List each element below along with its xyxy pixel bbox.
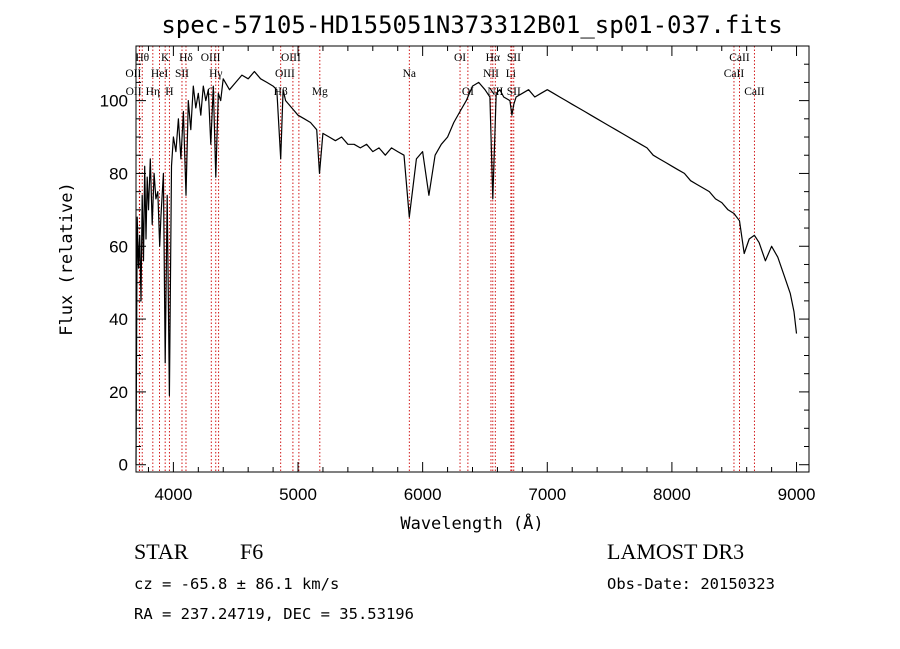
obs-date: Obs-Date: 20150323 <box>607 575 775 593</box>
line-label: OII <box>125 68 141 80</box>
line-label: Hβ <box>274 86 288 98</box>
y-tick-label: 100 <box>100 92 128 111</box>
line-label: OIII <box>275 68 295 80</box>
y-tick-label: 20 <box>109 383 128 402</box>
x-tick-label: 8000 <box>653 485 691 504</box>
coordinates: RA = 237.24719, DEC = 35.53196 <box>134 605 414 623</box>
survey-name: LAMOST DR3 <box>607 539 744 564</box>
line-label: SII <box>175 68 189 80</box>
line-label: SII <box>507 52 521 64</box>
velocity: cz = -65.8 ± 86.1 km/s <box>134 575 339 593</box>
line-markers <box>138 46 755 472</box>
line-label: OIII <box>201 52 221 64</box>
subclass: F6 <box>240 539 263 564</box>
y-tick-label: 40 <box>109 310 128 329</box>
spectrum-line <box>135 70 798 465</box>
x-tick-label: 7000 <box>528 485 566 504</box>
y-tick-label: 60 <box>109 237 128 256</box>
x-tick-label: 5000 <box>279 485 317 504</box>
line-label: Na <box>403 68 416 80</box>
y-axis-label: Flux (relative) <box>57 182 77 336</box>
line-label: Hδ <box>179 52 193 64</box>
line-label: OIII <box>281 52 301 64</box>
line-label: Hη <box>146 86 160 98</box>
line-label: Hγ <box>209 68 222 80</box>
line-label: CaII <box>744 86 765 98</box>
line-label: OII <box>126 86 142 98</box>
x-axis-label: Wavelength (Å) <box>400 512 543 534</box>
line-marker-labels: Hθ OII OII K HeI Hη H Hδ SII OIII Hγ G OIII OIII Hβ Mg N… <box>125 52 764 98</box>
x-tick-label: 4000 <box>154 485 192 504</box>
line-label: OI <box>454 52 466 64</box>
line-label: Li <box>506 68 516 80</box>
line-label: Mg <box>312 86 328 98</box>
y-tick-label: 80 <box>109 164 128 183</box>
line-label: Hα <box>486 52 500 64</box>
x-tick-label: 6000 <box>404 485 442 504</box>
line-label: SII <box>507 86 521 98</box>
x-axis-ticks: 4000 5000 6000 7000 8000 9000 <box>147 46 816 504</box>
line-label: NII <box>487 86 503 98</box>
object-type: STAR <box>134 539 189 564</box>
plot-frame <box>135 45 810 473</box>
x-tick-label: 9000 <box>778 485 816 504</box>
line-label: NII <box>483 68 499 80</box>
y-axis-ticks: 0 20 40 60 80 100 <box>100 63 809 475</box>
chart-title: spec-57105-HD155051N373312B01_sp01-037.f… <box>161 11 782 39</box>
line-label: H <box>165 86 173 98</box>
line-label: HeI <box>151 68 168 80</box>
line-label: G <box>207 86 215 98</box>
y-tick-label: 0 <box>119 456 128 475</box>
line-label: Hθ <box>135 52 149 64</box>
line-label: CaII <box>724 68 745 80</box>
line-label: K <box>161 52 170 64</box>
line-label: CaII <box>729 52 750 64</box>
